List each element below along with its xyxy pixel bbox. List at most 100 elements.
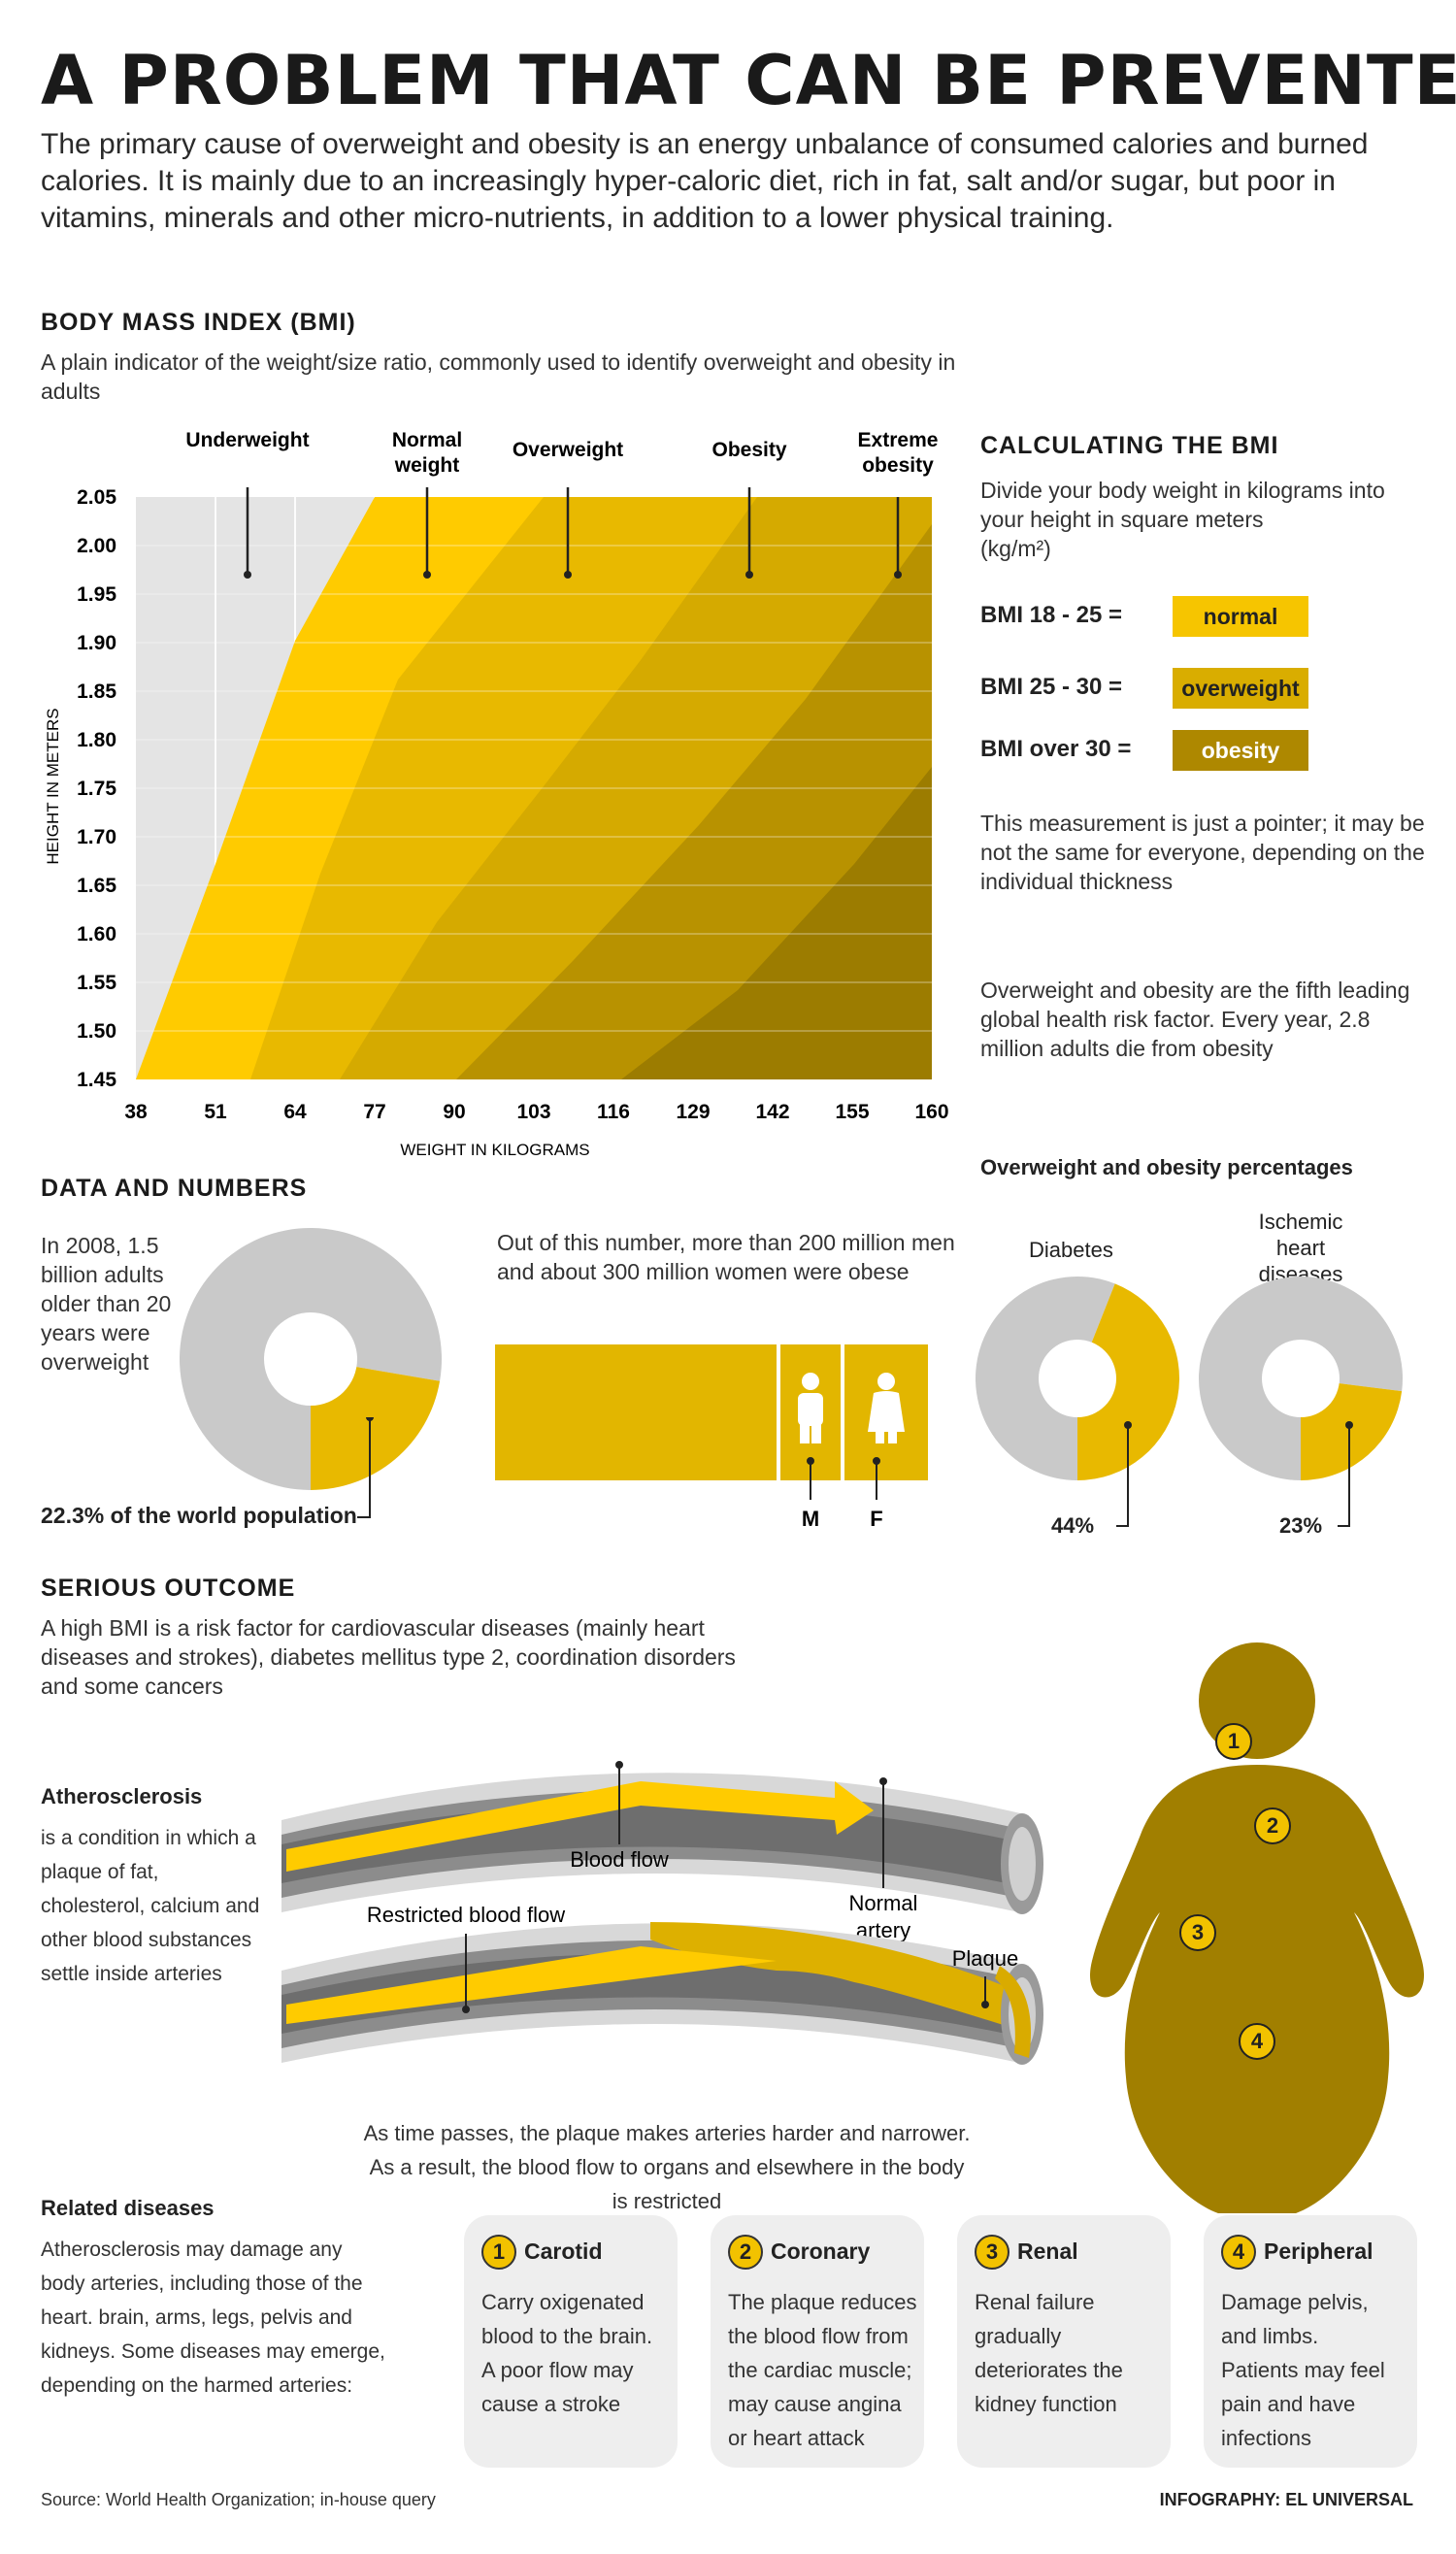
y-tick-label: 1.45 bbox=[77, 1069, 116, 1091]
related-text: Atherosclerosis may damage any body arte… bbox=[41, 2239, 385, 2397]
blood-flow-label: Blood flow bbox=[570, 1847, 669, 1872]
x-tick-label: 142 bbox=[755, 1101, 789, 1123]
diabetes-donut bbox=[976, 1277, 1179, 1527]
bmi-pill-obesity: obesity bbox=[1173, 730, 1308, 771]
data-heading: DATA AND NUMBERS bbox=[41, 1175, 308, 1202]
y-tick-label: 1.85 bbox=[77, 680, 116, 703]
body-point-4: 4 bbox=[1239, 2023, 1275, 2060]
diabetes-value-slice bbox=[1077, 1283, 1179, 1480]
bmi-ylabel: HEIGHT IN METERS bbox=[44, 708, 62, 864]
card-peripheral: 4 Peripheral Damage pelvis, and limbs. P… bbox=[1204, 2215, 1417, 2468]
y-tick-label: 1.55 bbox=[77, 972, 116, 994]
card-body: The plaque reduces the blood flow from t… bbox=[728, 2290, 917, 2450]
body-point-1: 1 bbox=[1215, 1723, 1252, 1760]
diabetes-label: Diabetes bbox=[1029, 1238, 1113, 1262]
heart-donut bbox=[1199, 1277, 1403, 1527]
y-tick-label: 1.50 bbox=[77, 1020, 116, 1043]
outcome-heading: SERIOUS OUTCOME bbox=[41, 1575, 296, 1602]
cat-obesity: Obesity bbox=[711, 439, 786, 461]
artery-illustration: Blood flow Normal artery Restricted bloo… bbox=[281, 1761, 1043, 2065]
body-torso bbox=[1090, 1765, 1424, 2213]
body-silhouette bbox=[1090, 1642, 1424, 2213]
y-tick-label: 2.00 bbox=[77, 535, 116, 557]
calc-note-2: Overweight and obesity are the fifth lea… bbox=[980, 978, 1410, 1061]
x-tick-label: 155 bbox=[835, 1101, 869, 1123]
card-title: Peripheral bbox=[1264, 2239, 1373, 2264]
x-tick-label: 64 bbox=[283, 1101, 307, 1123]
card-renal: 3 Renal Renal failure gradually deterior… bbox=[957, 2215, 1171, 2468]
cat-overweight: Overweight bbox=[513, 439, 623, 461]
card-title: Carotid bbox=[524, 2239, 603, 2264]
bmi-pill-overweight: overweight bbox=[1173, 668, 1308, 709]
card-body: Renal failure gradually deteriorates the… bbox=[975, 2290, 1123, 2416]
bmi-heading: BODY MASS INDEX (BMI) bbox=[41, 309, 356, 336]
y-tick-label: 1.75 bbox=[77, 778, 116, 800]
calc-instruction: Divide your body weight in kilograms int… bbox=[980, 478, 1385, 532]
card-coronary: 2 Coronary The plaque reduces the blood … bbox=[711, 2215, 924, 2468]
cat-extreme-2: obesity bbox=[862, 454, 934, 477]
donut-leader bbox=[357, 1417, 374, 1518]
page-title: A PROBLEM THAT CAN BE PREVENTED bbox=[41, 41, 1456, 120]
card-title: Renal bbox=[1017, 2239, 1078, 2264]
pct-heading: Overweight and obesity percentages bbox=[980, 1155, 1353, 1179]
bmi-xlabel: WEIGHT IN KILOGRAMS bbox=[400, 1141, 589, 1159]
x-tick-label: 103 bbox=[516, 1101, 550, 1123]
bmi-row-obesity-range: BMI over 30 = bbox=[980, 736, 1132, 762]
bmi-description: A plain indicator of the weight/size rat… bbox=[41, 349, 956, 404]
donut-caption: 22.3% of the world population bbox=[41, 1503, 357, 1528]
y-tick-label: 1.95 bbox=[77, 583, 116, 606]
x-tick-label: 160 bbox=[914, 1101, 948, 1123]
credit-text: INFOGRAPHY: EL UNIVERSAL bbox=[1159, 2490, 1413, 2509]
calc-heading: CALCULATING THE BMI bbox=[980, 432, 1279, 459]
card-num: 4 bbox=[1221, 2235, 1256, 2270]
bmi-chart: Underweight Normal weight Overweight Obe… bbox=[44, 429, 949, 1159]
x-tick-label: 38 bbox=[124, 1101, 148, 1123]
cat-normal-1: Normal bbox=[392, 429, 462, 451]
card-num: 3 bbox=[975, 2235, 1009, 2270]
bmi-row-overweight-range: BMI 25 - 30 = bbox=[980, 674, 1123, 700]
obese-bar: M F bbox=[495, 1344, 928, 1531]
cat-normal-2: weight bbox=[394, 454, 460, 477]
artery-caption: As time passes, the plaque makes arterie… bbox=[363, 2121, 971, 2213]
x-tick-label: 51 bbox=[204, 1101, 227, 1123]
plaque-label: Plaque bbox=[952, 1946, 1019, 1971]
y-tick-label: 2.05 bbox=[77, 486, 116, 509]
y-tick-label: 1.90 bbox=[77, 632, 116, 654]
card-num: 1 bbox=[481, 2235, 516, 2270]
card-body: Carry oxigenated blood to the brain. A p… bbox=[481, 2290, 653, 2416]
normal-artery-label-1: Normal bbox=[849, 1891, 918, 1915]
donut-text: In 2008, 1.5 billion adults older than 2… bbox=[41, 1233, 172, 1375]
world-donut bbox=[179, 1228, 442, 1490]
card-carotid: 1 Carotid Carry oxigenated blood to the … bbox=[464, 2215, 678, 2468]
bmi-extreme-zone bbox=[621, 767, 932, 1079]
athero-title: Atherosclerosis bbox=[41, 1784, 203, 1808]
calc-unit: (kg/m²) bbox=[980, 536, 1051, 561]
man-icon bbox=[798, 1373, 823, 1443]
obese-text: Out of this number, more than 200 millio… bbox=[497, 1230, 955, 1284]
y-tick-label: 1.60 bbox=[77, 923, 116, 945]
woman-icon bbox=[868, 1373, 905, 1443]
cat-extreme-1: Extreme bbox=[858, 429, 939, 451]
y-tick-label: 1.65 bbox=[77, 875, 116, 897]
x-tick-label: 77 bbox=[363, 1101, 385, 1123]
card-title: Coronary bbox=[771, 2239, 871, 2264]
x-tick-label: 129 bbox=[676, 1101, 710, 1123]
women-label: F bbox=[870, 1507, 882, 1531]
diabetes-caption: 44% bbox=[1051, 1513, 1095, 1538]
normal-artery bbox=[281, 1773, 1043, 1914]
bmi-row-normal-range: BMI 18 - 25 = bbox=[980, 602, 1123, 628]
athero-text: is a condition in which a plaque of fat,… bbox=[41, 1827, 260, 1985]
outcome-description: A high BMI is a risk factor for cardiova… bbox=[41, 1615, 736, 1699]
y-tick-label: 1.80 bbox=[77, 729, 116, 751]
body-point-3: 3 bbox=[1179, 1914, 1216, 1951]
cat-underweight: Underweight bbox=[185, 429, 309, 451]
card-num: 2 bbox=[728, 2235, 763, 2270]
source-text: Source: World Health Organization; in-ho… bbox=[41, 2490, 436, 2509]
bmi-pill-normal: normal bbox=[1173, 596, 1308, 637]
x-tick-label: 90 bbox=[443, 1101, 465, 1123]
intro-text: The primary cause of overweight and obes… bbox=[41, 128, 1369, 234]
heart-caption: 23% bbox=[1279, 1513, 1323, 1538]
y-tick-label: 1.70 bbox=[77, 826, 116, 848]
men-label: M bbox=[802, 1507, 819, 1531]
related-heading: Related diseases bbox=[41, 2196, 215, 2220]
